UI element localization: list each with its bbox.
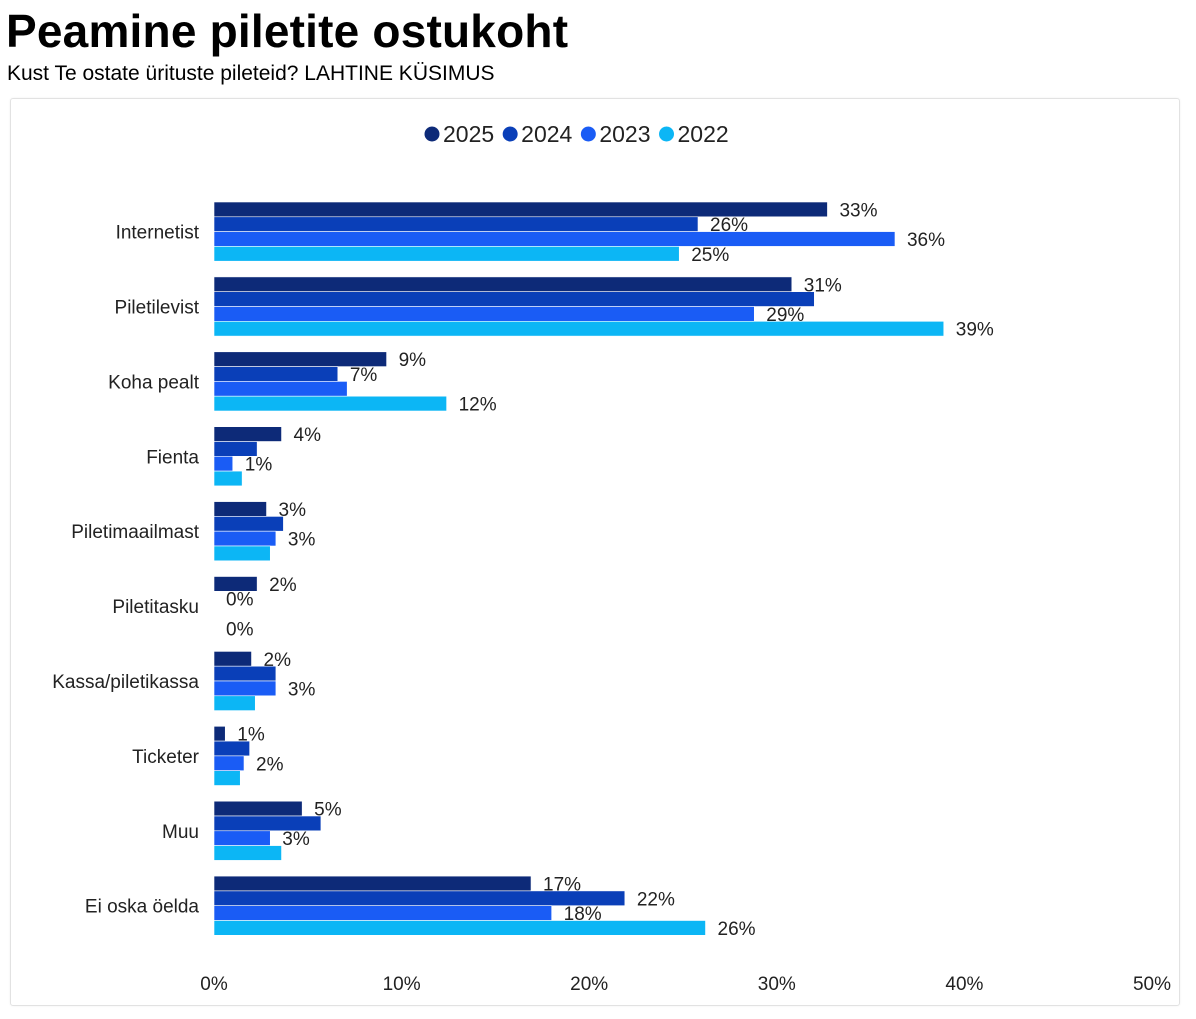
bar-2024	[213, 291, 815, 307]
data-label: 39%	[956, 320, 994, 341]
x-tick-label: 10%	[383, 974, 421, 995]
data-label: 0%	[226, 590, 254, 611]
bar-2024	[213, 216, 699, 232]
bar-2024	[213, 366, 339, 382]
data-label: 26%	[718, 919, 756, 940]
data-label: 1%	[237, 725, 265, 746]
chart-subtitle: Kust Te ostate ürituste pileteid? LAHTIN…	[7, 62, 495, 85]
legend-label-2025: 2025	[443, 121, 494, 147]
category-label: Koha pealt	[108, 372, 200, 393]
data-label: 31%	[804, 275, 842, 296]
bar-2022	[213, 320, 945, 337]
bar-2025	[213, 800, 303, 817]
bar-2024	[213, 516, 284, 532]
data-label: 26%	[710, 215, 748, 236]
data-label: 22%	[637, 889, 675, 910]
data-label: 2%	[269, 575, 297, 596]
data-label: 7%	[350, 365, 378, 386]
legend-label-2022: 2022	[678, 121, 729, 147]
category-label: Ei oska öelda	[85, 897, 200, 918]
category-label: Fienta	[146, 447, 199, 468]
data-label: 3%	[288, 530, 316, 551]
data-label: 9%	[399, 350, 427, 371]
bar-2022	[213, 395, 447, 412]
bar-2024	[213, 665, 277, 682]
category-label: Ticketer	[132, 747, 200, 768]
data-label: 4%	[294, 425, 322, 446]
bar-2025	[213, 276, 793, 292]
category-label: Piletimaailmast	[71, 522, 199, 543]
category-label: Piletitasku	[112, 597, 199, 618]
bar-2024	[213, 740, 250, 757]
x-tick-label: 20%	[570, 974, 608, 995]
bar-2022	[213, 246, 680, 262]
chart-panel	[10, 98, 1180, 1006]
legend-marker-2023	[580, 126, 596, 142]
data-label: 33%	[839, 200, 877, 221]
data-label: 25%	[691, 245, 729, 266]
legend-label-2024: 2024	[521, 121, 572, 147]
data-label: 36%	[907, 230, 945, 251]
legend-label-2023: 2023	[599, 121, 650, 147]
bar-2024	[213, 441, 258, 457]
bar-2022	[213, 470, 243, 487]
data-label: 3%	[279, 500, 307, 521]
data-label: 0%	[226, 619, 254, 640]
category-label: Internetist	[116, 223, 200, 244]
bar-2022	[213, 545, 271, 562]
category-label: Piletilevist	[115, 298, 200, 319]
bar-2023	[213, 680, 277, 697]
bar-2025	[213, 875, 532, 892]
x-tick-label: 50%	[1133, 974, 1171, 995]
chart-title: Peamine piletite ostukoht	[6, 5, 569, 57]
data-label: 18%	[564, 904, 602, 925]
bar-2023	[213, 306, 755, 322]
x-tick-label: 30%	[758, 974, 796, 995]
legend-marker-2025	[424, 126, 440, 142]
data-label: 2%	[264, 650, 292, 671]
bar-2023	[213, 530, 277, 547]
legend-marker-2022	[659, 126, 675, 142]
x-tick-label: 40%	[945, 974, 983, 995]
bar-2025	[213, 651, 252, 667]
bar-2023	[213, 905, 552, 921]
bar-2025	[213, 501, 267, 517]
data-label: 1%	[245, 455, 273, 476]
bar-2023	[213, 381, 348, 397]
bar-2023	[213, 455, 234, 472]
data-label: 3%	[282, 829, 310, 850]
bar-2025	[213, 576, 258, 592]
bar-2022	[213, 695, 256, 711]
bar-2025	[213, 426, 282, 442]
data-label: 5%	[314, 800, 342, 821]
data-label: 12%	[459, 395, 497, 416]
data-label: 3%	[288, 679, 316, 700]
bar-2025	[213, 725, 226, 742]
bar-2023	[213, 830, 271, 846]
bar-2023	[213, 231, 896, 247]
bar-2023	[213, 755, 245, 772]
data-label: 17%	[543, 875, 581, 896]
legend-marker-2024	[502, 126, 518, 142]
x-tick-label: 0%	[200, 974, 228, 995]
bar-2022	[213, 770, 241, 786]
bar-2022	[213, 845, 282, 861]
bar-2022	[213, 920, 706, 936]
data-label: 29%	[766, 305, 804, 326]
data-label: 2%	[256, 754, 284, 775]
category-label: Kassa/piletikassa	[52, 672, 199, 693]
category-label: Muu	[162, 822, 199, 843]
